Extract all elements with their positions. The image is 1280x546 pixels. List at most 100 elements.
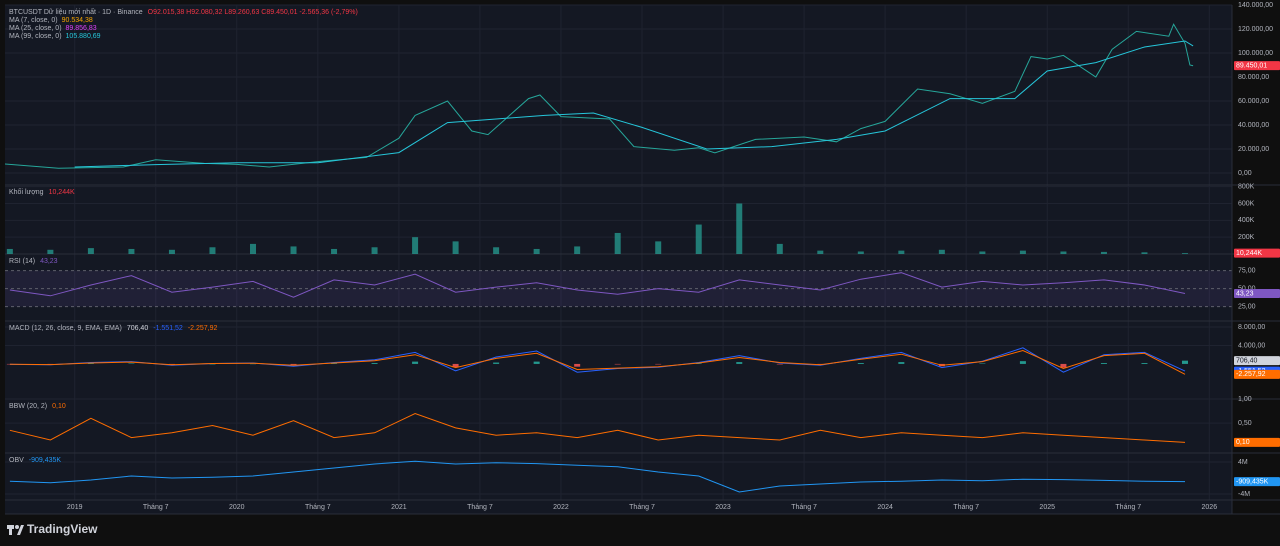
y-tick-label: 1,00 [1238,396,1252,403]
bar [209,363,216,365]
y-tick-label: 80.000,00 [1238,74,1269,81]
bar [371,247,378,254]
bar [452,363,459,368]
bar [1141,252,1148,254]
y-tick-label: 120.000,00 [1238,26,1273,33]
bar [938,249,945,254]
bar [493,247,500,254]
bar [857,363,864,364]
pane-title: MACD (12, 26, close, 9, EMA, EMA) [9,325,122,332]
bar [128,363,135,364]
bar [249,243,256,254]
y-tick-label: 400K [1238,217,1255,224]
bar [290,246,297,254]
last-value-label: 89.450,01 [1236,63,1267,70]
pane-title: OBV [9,457,24,464]
bar [979,251,986,254]
x-tick-label: 2026 [1202,504,1218,511]
x-tick-label: Tháng 7 [791,504,817,511]
bar [1141,363,1148,364]
last-value-label: -909,435K [1236,478,1269,485]
y-tick-label: 0,50 [1238,420,1252,427]
series-line [9,349,1186,375]
bar [168,363,175,365]
bar [1019,361,1026,364]
last-value-label: 10,244K [1236,250,1262,257]
plot-area [5,5,1232,514]
series-line [9,460,1186,493]
legend-value: -909,435K [29,457,62,464]
bar [331,248,338,254]
bar [87,363,94,364]
y-tick-label: 4M [1238,459,1248,466]
y-tick-label: 50,00 [1238,285,1256,292]
y-tick-label: 25,00 [1238,303,1256,310]
x-tick-label: 2022 [553,504,569,511]
y-tick-label: 75,00 [1238,267,1256,274]
y-tick-label: 4.000,00 [1238,342,1265,349]
y-tick-label: 600K [1238,200,1255,207]
bar [1019,250,1026,254]
bar [898,362,905,364]
legend-value: 105.880,69 [66,33,101,40]
legend-value: 90.534,38 [62,17,93,24]
bar [1060,363,1067,368]
x-tick-label: 2023 [715,504,731,511]
y-tick-label: 40.000,00 [1238,122,1269,129]
x-tick-label: Tháng 7 [467,504,493,511]
y-tick-label: 100.000,00 [1238,50,1273,57]
bar [776,363,783,365]
pane-title: BBW (20, 2) [9,403,47,410]
legend-value: 43,23 [40,258,58,265]
brand: TradingView [27,522,98,536]
bar [614,232,621,254]
bar [290,363,297,365]
last-value-tag [1234,437,1280,447]
x-tick-label: Tháng 7 [953,504,979,511]
last-value-tag [1234,369,1280,379]
x-tick-label: Tháng 7 [629,504,655,511]
last-value-tag [1234,288,1280,298]
bar [533,361,540,364]
series-line [9,412,1186,443]
legend-value: 10,244K [49,189,75,196]
bar [168,249,175,254]
x-tick-label: 2019 [67,504,83,511]
x-tick-label: 2025 [1039,504,1055,511]
pane-title: RSI (14) [9,258,35,265]
bar [857,251,864,254]
bar [1060,251,1067,254]
y-tick-label: 8.000,00 [1238,324,1265,331]
bar [47,249,54,254]
last-value-label: 43,23 [1236,290,1254,297]
ohlc-values: O92.015,38 H92.080,32 L89.260,63 C89.450… [148,9,358,16]
pane-title: Khối lượng [9,187,44,196]
last-value-tag [1234,248,1280,258]
bar [574,363,581,367]
legend-value: -1.551,52 [153,325,183,332]
bar [1181,360,1188,364]
bar [87,248,94,254]
legend-value: 89.856,83 [66,25,97,32]
bar [574,246,581,254]
bar [736,362,743,364]
x-tick-label: Tháng 7 [305,504,331,511]
series-line [74,40,1194,168]
y-tick-label: 140.000,00 [1238,2,1273,9]
bar [817,250,824,254]
x-tick-label: Tháng 7 [143,504,169,511]
last-value-tag [1234,356,1280,366]
bar [1100,251,1107,254]
bar [452,241,459,254]
bar [6,363,13,365]
x-tick-label: 2024 [877,504,893,511]
legend-name: MA (99, close, 0) [9,33,62,40]
bar [493,362,500,364]
legend-value: 0,10 [52,403,66,410]
bar [412,237,419,254]
legend-name: MA (7, close, 0) [9,17,58,24]
y-tick-label: 800K [1238,184,1255,191]
bar [817,363,824,365]
last-value-label: 706,40 [1236,358,1258,365]
bar [655,241,662,254]
